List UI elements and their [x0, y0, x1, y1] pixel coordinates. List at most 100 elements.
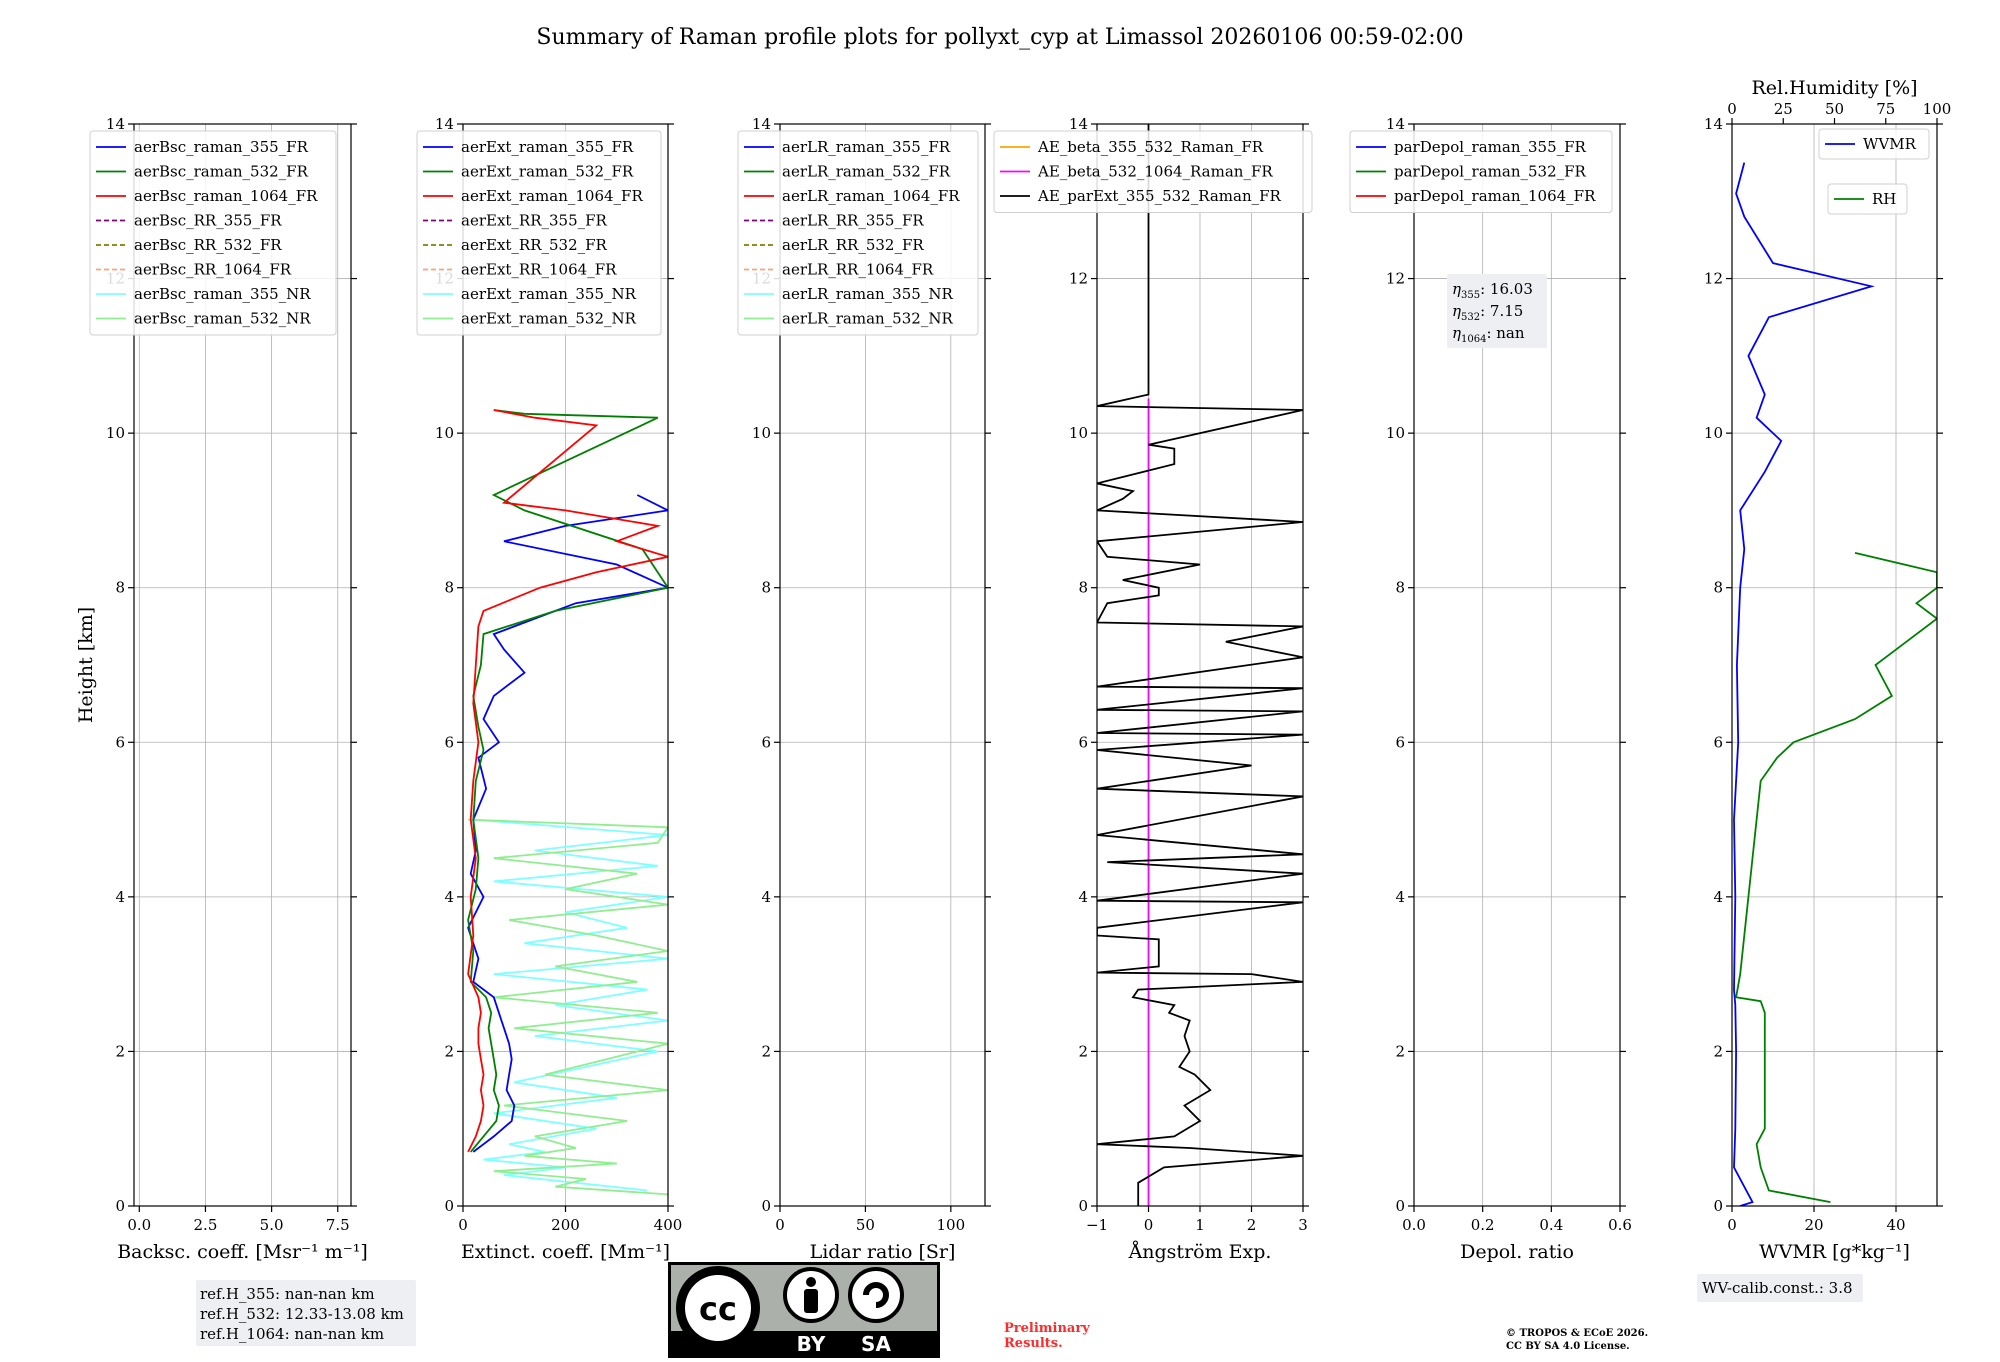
- y-tick-label: 4: [115, 888, 125, 906]
- y-tick-label: 2: [1713, 1042, 1723, 1060]
- y-tick-label: 4: [1078, 888, 1088, 906]
- copyright-line-2: CC BY SA 4.0 License.: [1506, 1341, 1630, 1352]
- legend-label: aerLR_raman_532_FR: [782, 163, 951, 181]
- y-tick-label: 10: [752, 424, 771, 442]
- legend-box: [993, 130, 1313, 213]
- x-tick-label: 0: [775, 1216, 785, 1234]
- wv-calib-box: [1697, 1274, 1863, 1302]
- x-tick-label: 7.5: [326, 1216, 350, 1234]
- legend-box: [737, 130, 979, 336]
- y-tick-label: 6: [1395, 733, 1405, 751]
- y-tick-label: 10: [1704, 424, 1723, 442]
- y-tick-label: 0: [1395, 1197, 1405, 1215]
- ref-height-box: [196, 1280, 416, 1346]
- copyright-note: © TROPOS & ECoE 2026. CC BY SA 4.0 Licen…: [1506, 1327, 1648, 1353]
- eta-text: η355: 16.03: [1452, 280, 1533, 301]
- legend-label: aerLR_raman_532_NR: [782, 310, 953, 328]
- series-line-aerExt_raman_1064_FR: [467, 409, 668, 1153]
- y-tick-label: 2: [115, 1042, 125, 1060]
- panel-ext: 020040002468101214Extinct. coeff. [Mm⁻¹]…: [416, 115, 683, 1263]
- y-tick-label: 14: [1386, 115, 1405, 133]
- y-tick-label: 2: [761, 1042, 771, 1060]
- y-tick-label: 2: [1395, 1042, 1405, 1060]
- eta-text: η1064: nan: [1452, 324, 1525, 345]
- y-tick-label: 8: [1395, 579, 1405, 597]
- x-tick-label: 400: [654, 1216, 683, 1234]
- legend-label: aerBsc_raman_532_NR: [134, 310, 311, 328]
- x-tick-label: 2.5: [194, 1216, 218, 1234]
- legend-label: aerExt_raman_355_FR: [461, 138, 634, 156]
- series-line-RH: [1735, 552, 1937, 1203]
- x-tick-label: 0: [1144, 1216, 1154, 1234]
- series-line-aerExt_raman_532_NR: [468, 818, 668, 1196]
- panel-wv: 0 20 40 0 2 4 6 8 10 12 14 WVMR [g*kg⁻¹] 0 25 50 75 100 R…: [1697, 77, 1951, 1302]
- y-tick-label: 8: [1078, 579, 1088, 597]
- top-x-tick-label: 100: [1923, 100, 1952, 118]
- top-x-tick-label: 25: [1774, 100, 1793, 118]
- y-tick-label: 10: [435, 424, 454, 442]
- y-tick-label: 4: [444, 888, 454, 906]
- legend-label: aerLR_RR_532_FR: [782, 236, 924, 254]
- y-tick-label: 14: [1704, 115, 1723, 133]
- y-tick-label: 0: [761, 1197, 771, 1215]
- legend-label: parDepol_raman_355_FR: [1394, 138, 1587, 156]
- x-tick-label: 40: [1886, 1216, 1905, 1234]
- cc-by-sa-logo: cc BY SA: [668, 1262, 940, 1358]
- x-tick-label: −1: [1086, 1216, 1108, 1234]
- ref-height-text: ref.H_532: 12.33-13.08 km: [200, 1305, 404, 1323]
- y-tick-label: 2: [1078, 1042, 1088, 1060]
- y-tick-label: 6: [761, 733, 771, 751]
- y-tick-label: 6: [1713, 733, 1723, 751]
- y-tick-label: 8: [115, 579, 125, 597]
- axes-frame: [1413, 123, 1621, 1207]
- legend-label: aerLR_RR_1064_FR: [782, 261, 934, 279]
- by-label: BY: [797, 1332, 826, 1356]
- x-tick-label: 0.6: [1608, 1216, 1632, 1234]
- eta-text: η532: 7.15: [1452, 302, 1523, 323]
- legend-label: AE_parExt_355_532_Raman_FR: [1037, 187, 1282, 205]
- legend-box: [1349, 130, 1613, 213]
- panel-lr: 05010002468101214Lidar ratio [Sr]aerLR_r…: [737, 115, 991, 1263]
- ref-height-text: ref.H_1064: nan-nan km: [200, 1325, 384, 1343]
- legend-label: aerBsc_RR_532_FR: [134, 236, 282, 254]
- y-tick-label: 6: [115, 733, 125, 751]
- y-tick-label: 4: [1395, 888, 1405, 906]
- legend-box: [1818, 128, 1930, 160]
- by-person-head-icon: [806, 1277, 816, 1287]
- legend-label: parDepol_raman_532_FR: [1394, 163, 1587, 181]
- x-axis-label: Lidar ratio [Sr]: [810, 1241, 956, 1263]
- y-tick-label: 14: [1069, 115, 1088, 133]
- x-tick-label: 0: [458, 1216, 468, 1234]
- sa-label: SA: [861, 1332, 891, 1356]
- y-tick-label: 6: [1078, 733, 1088, 751]
- legend-label: aerBsc_RR_355_FR: [134, 212, 282, 230]
- y-tick-label: 6: [444, 733, 454, 751]
- x-tick-label: 0: [1727, 1216, 1737, 1234]
- legend-box: [416, 130, 662, 336]
- x-tick-label: 200: [551, 1216, 580, 1234]
- y-tick-label: 0: [1078, 1197, 1088, 1215]
- x-tick-label: 0.0: [127, 1216, 151, 1234]
- legend-label: aerExt_raman_532_FR: [461, 163, 634, 181]
- legend-label: aerExt_raman_1064_FR: [461, 187, 643, 205]
- copyright-line-1: © TROPOS & ECoE 2026.: [1506, 1328, 1649, 1339]
- legend-label: AE_beta_532_1064_Raman_FR: [1037, 163, 1273, 181]
- legend-label: aerLR_raman_355_NR: [782, 285, 953, 303]
- x-tick-label: 2: [1247, 1216, 1257, 1234]
- y-tick-label: 8: [444, 579, 454, 597]
- wv-calib-text: WV-calib.const.: 3.8: [1702, 1279, 1853, 1297]
- legend-box: [89, 130, 337, 336]
- legend-label: aerBsc_raman_532_FR: [134, 163, 309, 181]
- y-tick-label: 0: [444, 1197, 454, 1215]
- preliminary-note: Preliminary Results.: [1004, 1321, 1090, 1351]
- y-tick-label: 4: [1713, 888, 1723, 906]
- x-tick-label: 0.4: [1539, 1216, 1563, 1234]
- legend-label: aerExt_RR_532_FR: [461, 236, 608, 254]
- x-tick-label: 20: [1804, 1216, 1823, 1234]
- x-tick-label: 3: [1298, 1216, 1308, 1234]
- legend-label: parDepol_raman_1064_FR: [1394, 187, 1596, 205]
- y-tick-label: 12: [1704, 270, 1723, 288]
- x-axis-label: WVMR [g*kg⁻¹]: [1759, 1241, 1910, 1263]
- y-tick-label: 0: [1713, 1197, 1723, 1215]
